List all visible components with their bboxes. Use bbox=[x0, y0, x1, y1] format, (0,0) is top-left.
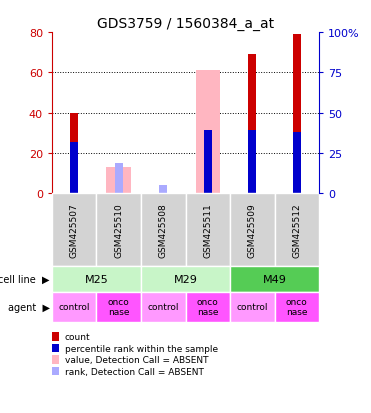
Bar bbox=[293, 35, 301, 194]
Bar bbox=[52, 292, 96, 322]
Text: onco
nase: onco nase bbox=[108, 298, 129, 316]
Bar bbox=[115, 163, 123, 194]
Text: GSM425510: GSM425510 bbox=[114, 202, 123, 257]
Bar bbox=[106, 168, 131, 194]
Text: percentile rank within the sample: percentile rank within the sample bbox=[65, 344, 218, 353]
Text: GSM425509: GSM425509 bbox=[248, 202, 257, 257]
Text: GSM425508: GSM425508 bbox=[159, 202, 168, 257]
Text: count: count bbox=[65, 332, 91, 341]
Text: control: control bbox=[148, 303, 179, 311]
Text: agent  ▶: agent ▶ bbox=[8, 302, 50, 312]
Text: GSM425511: GSM425511 bbox=[203, 202, 212, 257]
Bar bbox=[70, 113, 78, 194]
Bar bbox=[275, 194, 319, 266]
Text: M25: M25 bbox=[85, 274, 108, 284]
Bar bbox=[248, 55, 256, 194]
Bar bbox=[230, 266, 319, 292]
Text: value, Detection Call = ABSENT: value, Detection Call = ABSENT bbox=[65, 355, 209, 364]
Text: rank, Detection Call = ABSENT: rank, Detection Call = ABSENT bbox=[65, 367, 204, 376]
Text: M49: M49 bbox=[263, 274, 286, 284]
Title: GDS3759 / 1560384_a_at: GDS3759 / 1560384_a_at bbox=[97, 17, 274, 31]
Bar bbox=[230, 194, 275, 266]
Bar bbox=[293, 133, 301, 194]
Text: onco
nase: onco nase bbox=[197, 298, 219, 316]
Bar bbox=[96, 194, 141, 266]
Bar bbox=[52, 194, 96, 266]
Text: M29: M29 bbox=[174, 274, 197, 284]
Bar bbox=[159, 185, 167, 194]
Text: control: control bbox=[237, 303, 268, 311]
Text: onco
nase: onco nase bbox=[286, 298, 308, 316]
Bar bbox=[70, 142, 78, 194]
Bar bbox=[196, 71, 220, 194]
Bar bbox=[96, 292, 141, 322]
Bar bbox=[230, 292, 275, 322]
Bar bbox=[204, 131, 212, 194]
Text: control: control bbox=[59, 303, 90, 311]
Bar bbox=[186, 292, 230, 322]
Bar bbox=[275, 292, 319, 322]
Bar bbox=[52, 266, 141, 292]
Text: GSM425512: GSM425512 bbox=[292, 202, 301, 257]
Bar bbox=[248, 131, 256, 194]
Bar bbox=[141, 194, 186, 266]
Text: cell line  ▶: cell line ▶ bbox=[0, 274, 50, 284]
Bar bbox=[141, 292, 186, 322]
Text: GSM425507: GSM425507 bbox=[70, 202, 79, 257]
Bar bbox=[186, 194, 230, 266]
Bar bbox=[141, 266, 230, 292]
